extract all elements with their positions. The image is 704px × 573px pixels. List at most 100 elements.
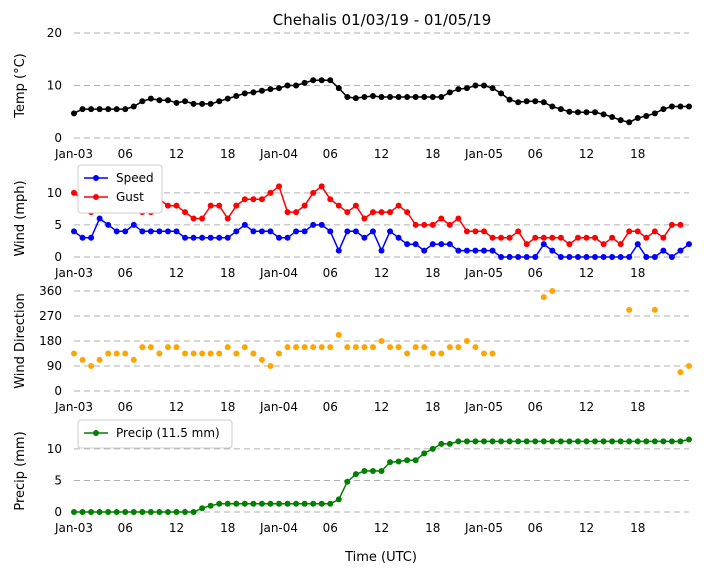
data-point: [515, 228, 522, 235]
data-point: [617, 117, 624, 124]
data-point: [404, 350, 411, 357]
data-point: [660, 247, 667, 254]
data-point: [515, 99, 522, 106]
data-point: [651, 110, 658, 117]
data-point: [207, 202, 214, 209]
x-tick-label: 12: [169, 400, 184, 414]
data-point: [344, 228, 351, 235]
data-point: [557, 106, 564, 113]
data-point: [147, 95, 154, 102]
data-point: [344, 94, 351, 101]
y-axis-label: Wind (mph): [13, 180, 28, 256]
data-point: [429, 221, 436, 228]
data-point: [446, 89, 453, 96]
data-point: [463, 338, 470, 344]
data-point: [352, 202, 359, 209]
data-point: [609, 234, 616, 241]
x-tick-label: 06: [528, 147, 543, 161]
data-point: [71, 509, 77, 515]
data-point: [258, 228, 265, 235]
legend-label: Precip (11.5 mm): [116, 426, 220, 440]
data-point: [173, 509, 180, 515]
data-point: [369, 468, 376, 474]
data-point: [387, 344, 394, 351]
y-tick-label: 0: [54, 384, 62, 398]
x-tick-label: 12: [374, 266, 389, 280]
x-tick-label: 12: [374, 147, 389, 161]
x-tick-label: 12: [169, 147, 184, 161]
data-point: [250, 350, 257, 357]
x-tick-label: 18: [220, 147, 235, 161]
data-point: [369, 209, 376, 216]
data-point: [378, 468, 385, 474]
data-point: [463, 85, 470, 92]
data-point: [643, 112, 650, 119]
data-point: [216, 202, 223, 209]
x-tick-label: 06: [323, 400, 338, 414]
x-tick-label: 06: [528, 521, 543, 535]
data-point: [96, 356, 103, 363]
data-point: [173, 202, 180, 209]
data-point: [489, 438, 496, 445]
data-point: [506, 96, 513, 103]
data-point: [429, 350, 436, 357]
data-point: [481, 350, 487, 357]
data-point: [130, 509, 137, 515]
data-point: [284, 500, 291, 507]
data-point: [344, 344, 351, 351]
data-point: [668, 221, 675, 228]
data-point: [113, 350, 120, 357]
x-tick-label: 06: [528, 266, 543, 280]
data-point: [498, 254, 505, 260]
data-point: [113, 509, 120, 515]
data-point: [532, 234, 539, 241]
panel-2: 0 5 10 Wind (mph) Jan-03 06 12 18 Jan-04 06 12 18 Ja…: [13, 164, 692, 280]
data-point: [105, 106, 112, 113]
data-point: [412, 457, 419, 464]
x-tick-label: 18: [425, 147, 440, 161]
data-point: [173, 99, 180, 106]
data-point: [301, 500, 308, 507]
data-point: [498, 234, 505, 241]
data-point: [164, 509, 171, 515]
data-point: [224, 95, 231, 102]
data-point: [395, 202, 402, 209]
x-tick-label: Jan-04: [259, 400, 298, 414]
series-gust: [71, 177, 684, 248]
data-point: [241, 221, 248, 228]
data-point: [472, 344, 479, 351]
data-point: [105, 221, 112, 228]
data-point: [352, 228, 359, 235]
data-point: [352, 344, 359, 351]
data-point: [233, 500, 240, 507]
data-point: [301, 202, 308, 209]
y-axis-label: Precip (mm): [13, 431, 28, 510]
data-point: [617, 438, 624, 445]
data-point: [156, 97, 163, 104]
data-point: [634, 228, 641, 235]
x-tick-label: 12: [169, 266, 184, 280]
data-point: [677, 103, 684, 110]
data-point: [164, 97, 171, 104]
data-point: [498, 90, 505, 97]
series-3-1: [71, 331, 496, 369]
data-point: [634, 241, 641, 248]
data-point: [481, 82, 487, 89]
data-point: [293, 209, 300, 216]
data-point: [626, 119, 633, 126]
series-line: [73, 179, 681, 246]
data-point: [634, 438, 641, 445]
data-point: [258, 87, 265, 94]
data-point: [412, 221, 419, 228]
data-point: [130, 103, 137, 110]
data-point: [71, 350, 77, 357]
data-point: [139, 344, 146, 351]
data-point: [489, 247, 496, 254]
data-point: [463, 247, 470, 254]
data-point: [207, 502, 214, 509]
chart-title: Chehalis 01/03/19 - 01/05/19: [273, 11, 492, 29]
data-point: [378, 209, 385, 216]
data-point: [361, 468, 368, 474]
data-point: [241, 90, 248, 97]
